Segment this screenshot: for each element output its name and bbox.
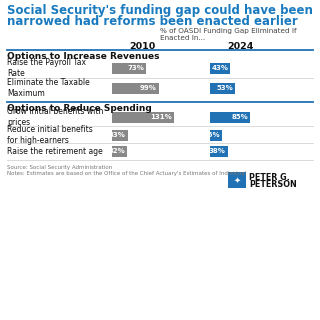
Bar: [210, 62, 230, 74]
Text: 73%: 73%: [127, 65, 144, 71]
Text: 25%: 25%: [203, 132, 220, 138]
Text: Social Security's funding gap could have been: Social Security's funding gap could have…: [7, 4, 313, 17]
Bar: [112, 146, 127, 156]
Text: Source: Social Security Administration: Source: Social Security Administration: [7, 165, 112, 170]
Text: Enacted In...: Enacted In...: [160, 35, 205, 41]
Text: 2010: 2010: [129, 42, 155, 51]
Text: ✦: ✦: [234, 175, 241, 185]
Bar: [210, 111, 250, 123]
Bar: [210, 146, 228, 156]
Bar: [112, 130, 127, 140]
Text: Raise the Payroll Tax
Rate: Raise the Payroll Tax Rate: [7, 58, 86, 78]
Bar: [210, 130, 222, 140]
Text: PETERSON: PETERSON: [249, 180, 297, 189]
Text: 33%: 33%: [108, 132, 125, 138]
Text: 38%: 38%: [209, 148, 226, 154]
Text: narrowed had reforms been enacted earlier: narrowed had reforms been enacted earlie…: [7, 15, 298, 28]
Text: Eliminate the Taxable
Maximum: Eliminate the Taxable Maximum: [7, 78, 90, 98]
Bar: [112, 111, 173, 123]
Text: Options to Increase Revenues: Options to Increase Revenues: [7, 52, 159, 61]
Text: 99%: 99%: [140, 85, 156, 91]
Text: PETER G.: PETER G.: [249, 173, 290, 182]
Bar: [112, 83, 158, 93]
Text: Options to Reduce Spending: Options to Reduce Spending: [7, 104, 152, 113]
Text: Grow initial benefits with
prices: Grow initial benefits with prices: [7, 107, 103, 127]
Text: 85%: 85%: [231, 114, 248, 120]
Text: 32%: 32%: [108, 148, 125, 154]
Text: 131%: 131%: [150, 114, 172, 120]
Text: Reduce initial benefits
for high-earners: Reduce initial benefits for high-earners: [7, 125, 93, 145]
Text: % of OASDI Funding Gap Eliminated If: % of OASDI Funding Gap Eliminated If: [160, 28, 297, 34]
Text: 53%: 53%: [216, 85, 233, 91]
Bar: [210, 83, 235, 93]
Text: 43%: 43%: [211, 65, 228, 71]
Text: Raise the retirement age: Raise the retirement age: [7, 147, 103, 156]
Text: 2024: 2024: [227, 42, 253, 51]
Text: Notes: Estimates are based on the Office of the Chief Actuary's Estimates of Ind: Notes: Estimates are based on the Office…: [7, 171, 246, 176]
Bar: [112, 62, 146, 74]
Bar: [228, 172, 246, 188]
